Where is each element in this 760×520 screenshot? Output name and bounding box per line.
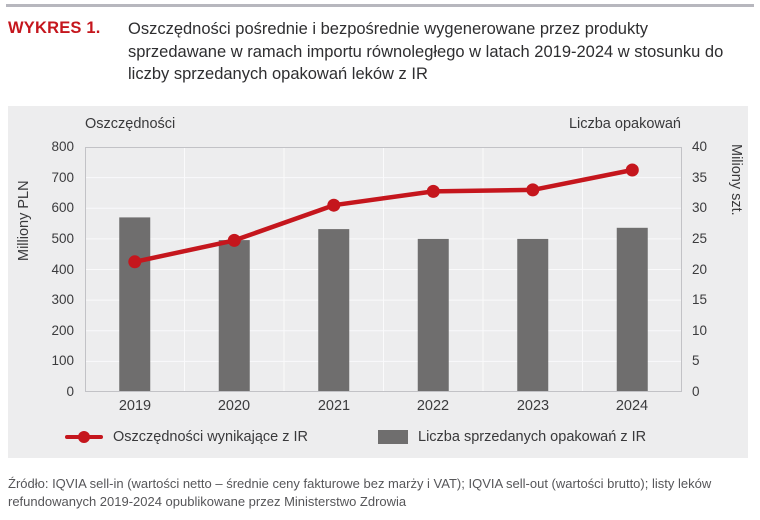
x-axis-label: 2021 <box>317 398 351 414</box>
left-axis-tick: 300 <box>51 292 74 307</box>
left-axis-ticks: 800 700 600 500 400 300 200 100 0 <box>8 106 74 458</box>
left-axis-tick: 400 <box>51 262 74 277</box>
bar-series-icon <box>378 430 408 444</box>
line-marker-icon <box>78 431 90 443</box>
right-axis-tick: 10 <box>692 323 708 338</box>
right-axis-title: Miliony szt. <box>728 144 744 216</box>
left-axis-header: Oszczędności <box>85 116 176 132</box>
x-axis-label: 2020 <box>217 398 251 414</box>
plot-area <box>85 147 682 392</box>
left-axis-tick: 500 <box>51 231 74 246</box>
right-axis-tick: 35 <box>692 170 708 185</box>
right-axis-header: Liczba opakowań <box>568 116 681 132</box>
right-axis-tick: 30 <box>692 200 708 215</box>
right-axis-ticks: 40 35 30 25 20 15 10 5 0 <box>692 106 744 458</box>
left-axis-tick: 0 <box>66 384 74 399</box>
left-axis-tick: 700 <box>51 170 74 185</box>
left-axis-tick: 800 <box>51 139 74 154</box>
left-axis-tick: 600 <box>51 200 74 215</box>
x-axis-label: 2022 <box>416 398 450 414</box>
plot-svg <box>85 147 682 392</box>
source-note: Źródło: IQVIA sell-in (wartości netto – … <box>8 476 712 509</box>
legend-label-bar: Liczba sprzedanych opakowań z IR <box>418 429 647 445</box>
right-axis-tick: 25 <box>692 231 708 246</box>
right-axis-tick: 5 <box>692 353 700 368</box>
line-series-icon <box>65 431 103 443</box>
left-axis-tick: 100 <box>51 353 74 368</box>
x-axis-label: 2023 <box>516 398 550 414</box>
x-axis-label: 2024 <box>615 398 649 414</box>
right-axis-tick: 20 <box>692 262 708 277</box>
right-axis-tick: 15 <box>692 292 708 307</box>
figure-number: WYKRES 1. <box>8 19 101 37</box>
legend-item-bar: Liczba sprzedanych opakowań z IR <box>378 427 646 447</box>
legend-item-line: Oszczędności wynikające z IR <box>65 427 308 447</box>
left-axis-tick: 200 <box>51 323 74 338</box>
x-axis-labels: 2019 2020 2021 2022 2023 2024 <box>8 106 748 458</box>
legend-label-line: Oszczędności wynikające z IR <box>113 429 309 445</box>
top-divider <box>6 4 754 7</box>
right-axis-tick: 40 <box>692 139 708 154</box>
chart-panel: Oszczędności Liczba opakowań Milliony PL… <box>8 106 748 458</box>
figure-title: Oszczędności pośrednie i bezpośrednie wy… <box>128 20 724 83</box>
x-axis-label: 2019 <box>118 398 152 414</box>
right-axis-tick: 0 <box>692 384 700 399</box>
